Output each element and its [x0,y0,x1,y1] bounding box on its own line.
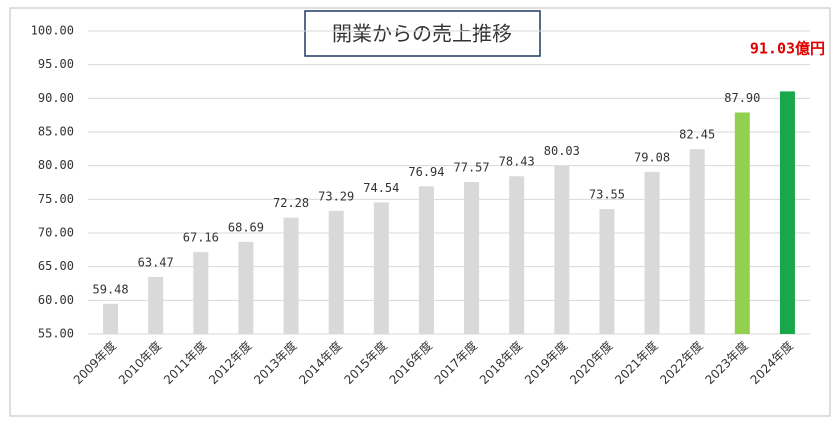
bar [599,209,615,334]
x-tick-label: 2016年度 [386,338,435,387]
bar [283,217,299,334]
data-label: 67.16 [183,231,219,245]
data-label: 73.55 [589,188,625,202]
bar [689,149,705,334]
bar [148,276,164,334]
data-label: 76.94 [408,165,444,179]
x-tick-label: 2012年度 [205,338,254,387]
x-tick-label: 2010年度 [115,338,164,387]
bar [644,171,660,334]
x-tick-label: 2009年度 [70,338,119,387]
y-tick-label: 100.00 [31,24,74,38]
x-tick-label: 2015年度 [341,338,390,387]
y-tick-label: 90.00 [38,91,74,105]
chart-title: 開業からの売上推移 [332,22,512,46]
chart-border [9,7,831,417]
x-tick-label: 2024年度 [747,338,796,387]
x-tick-label: 2011年度 [160,338,209,387]
data-label: 79.08 [634,150,670,164]
x-tick-label: 2021年度 [611,338,660,387]
bar [193,252,209,334]
data-label: 82.45 [679,128,715,142]
data-label: 91.03億円 [750,40,825,58]
data-label: 78.43 [499,155,535,169]
y-tick-label: 70.00 [38,226,74,240]
y-tick-label: 85.00 [38,125,74,139]
bar [238,241,254,334]
bar [464,182,480,334]
data-label: 68.69 [228,220,264,234]
bar [554,165,570,334]
data-label: 77.57 [454,161,490,175]
y-tick-label: 95.00 [38,57,74,71]
x-tick-label: 2020年度 [566,338,615,387]
bar [418,186,434,334]
y-tick-label: 75.00 [38,192,74,206]
y-tick-label: 55.00 [38,327,74,341]
bar [509,176,525,334]
bar [779,91,795,334]
data-label: 72.28 [273,196,309,210]
x-tick-label: 2023年度 [702,338,751,387]
y-tick-label: 80.00 [38,158,74,172]
y-tick-label: 60.00 [38,293,74,307]
bar [373,202,389,334]
data-label: 63.47 [138,255,174,269]
data-label: 74.54 [363,181,399,195]
x-tick-label: 2019年度 [521,338,570,387]
x-tick-label: 2017年度 [431,338,480,387]
x-tick-label: 2013年度 [250,338,299,387]
data-label: 87.90 [724,91,760,105]
bar [103,303,119,334]
x-tick-label: 2018年度 [476,338,525,387]
data-label: 73.29 [318,189,354,203]
data-label: 59.48 [93,282,129,296]
bar [734,112,750,335]
x-tick-label: 2022年度 [657,338,706,387]
title-box [304,10,541,57]
data-label: 80.03 [544,144,580,158]
bar [328,210,344,334]
y-tick-label: 65.00 [38,259,74,273]
x-tick-label: 2014年度 [296,338,345,387]
